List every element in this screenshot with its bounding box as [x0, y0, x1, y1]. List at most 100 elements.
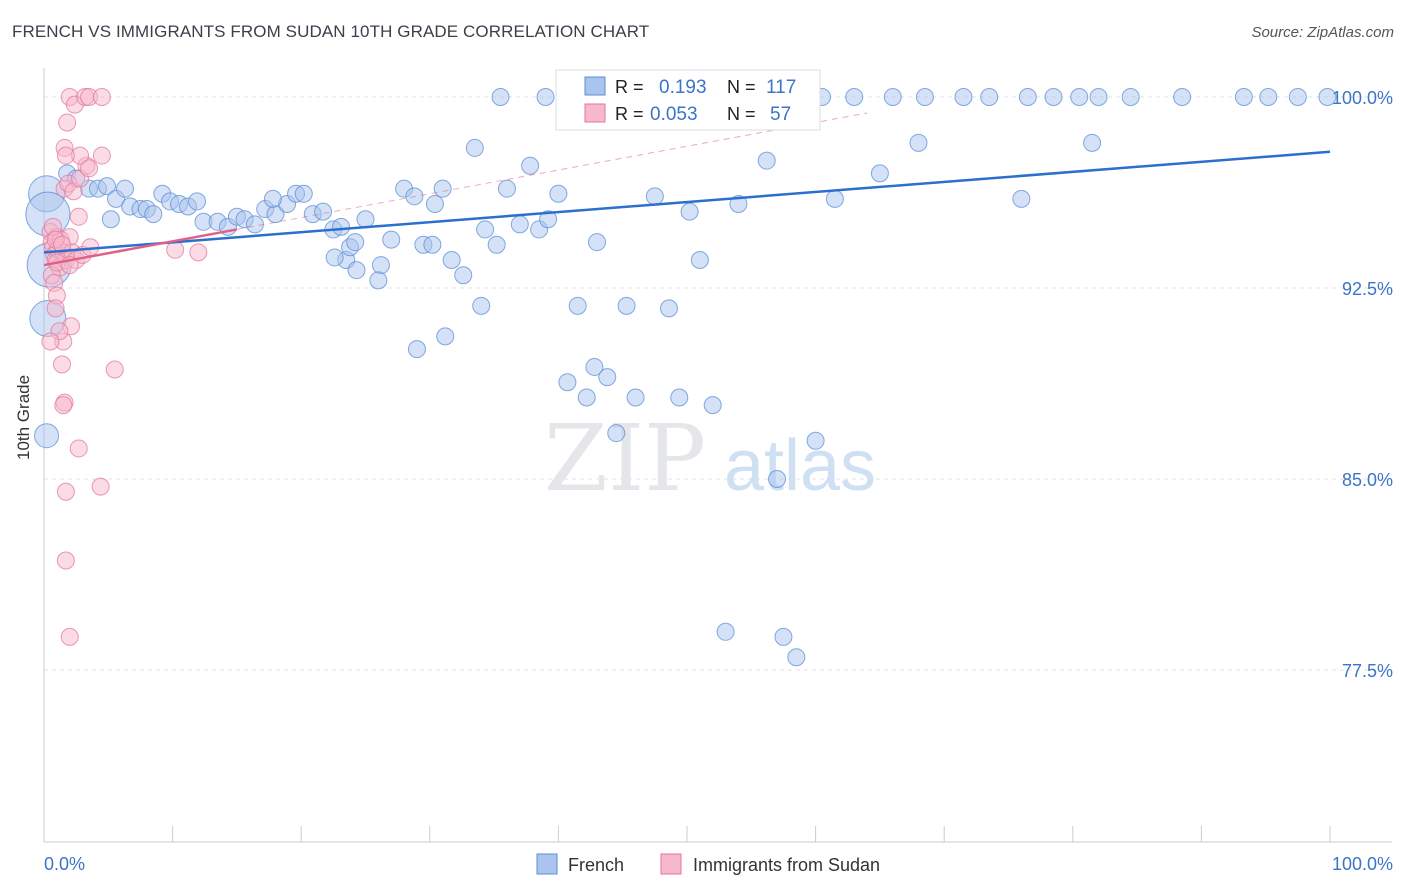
- french-point-91: [536, 88, 555, 106]
- french-point-60: [587, 233, 606, 252]
- french-point-106: [954, 88, 973, 106]
- french-point-114: [1234, 88, 1253, 106]
- legend-french-swatch: [536, 853, 558, 875]
- grid-lines: [44, 96, 1392, 671]
- stats-box: R = 0.193 N = 117 R = 0.053 N = 57: [555, 69, 821, 131]
- french-point-73: [757, 151, 776, 170]
- french-point-83: [346, 233, 365, 252]
- french-trend-line: [43, 150, 1331, 254]
- french-point-107: [980, 88, 999, 106]
- french-point-75: [774, 627, 793, 646]
- french-point-112: [1121, 88, 1140, 106]
- french-point-76: [787, 648, 806, 667]
- french-point-110: [1070, 88, 1089, 106]
- french-point-121: [263, 189, 282, 208]
- series-sudan: [41, 88, 208, 646]
- sudan-point-28: [58, 113, 77, 132]
- sudan-point-36: [166, 240, 185, 259]
- sudan-point-46: [91, 477, 110, 496]
- french-point-46: [442, 250, 461, 269]
- sudan-point-48: [60, 627, 79, 646]
- x-tick-labels: 0.0% 100.0%: [44, 854, 1393, 874]
- trend-lines: [43, 112, 1331, 267]
- french-point-40: [382, 230, 401, 249]
- french-point-58: [568, 296, 587, 315]
- french-point-66: [659, 299, 678, 318]
- stats-french-swatch: [584, 76, 606, 96]
- sudan-point-56: [41, 332, 60, 351]
- french-point-79: [870, 164, 889, 183]
- sudan-trend-extension: [236, 112, 868, 230]
- stats-french-n-value: 117: [766, 77, 796, 98]
- stats-sudan-swatch: [584, 103, 606, 123]
- stats-french-n-label: N =: [727, 77, 756, 97]
- french-point-120: [425, 194, 444, 213]
- y-tick-label-3: 77.5%: [1342, 661, 1393, 681]
- french-point-34: [314, 202, 333, 221]
- french-point-67: [670, 388, 689, 407]
- french-point-103: [845, 88, 864, 106]
- sudan-point-53: [53, 235, 72, 254]
- legend-sudan-swatch: [660, 853, 682, 875]
- french-point-78: [825, 189, 844, 208]
- chart-title: FRENCH VS IMMIGRANTS FROM SUDAN 10TH GRA…: [12, 22, 650, 41]
- french-point-55: [539, 210, 558, 229]
- french-point-89: [585, 357, 604, 376]
- french-point-80: [909, 133, 928, 152]
- sudan-point-27: [80, 159, 99, 178]
- sudan-point-23: [92, 146, 111, 165]
- french-point-11: [116, 179, 135, 198]
- legend-sudan-label: Immigrants from Sudan: [693, 855, 880, 875]
- sudan-point-44: [69, 439, 88, 458]
- y-tick-label-0: 100.0%: [1332, 88, 1393, 108]
- french-point-21: [188, 192, 207, 211]
- french-point-56: [549, 184, 568, 203]
- sudan-point-45: [56, 482, 75, 501]
- french-point-116: [1288, 88, 1307, 106]
- french-point-84: [325, 248, 344, 267]
- french-point-62: [607, 424, 626, 443]
- sudan-point-37: [189, 243, 208, 262]
- sudan-point-47: [56, 551, 75, 570]
- french-point-61: [598, 368, 617, 387]
- french-point-12: [101, 210, 120, 229]
- french-point-16: [144, 205, 163, 224]
- stats-sudan-n-label: N =: [727, 104, 756, 124]
- french-point-9: [98, 177, 117, 196]
- french-point-52: [510, 215, 529, 234]
- french-point-45: [433, 179, 452, 198]
- french-point-38: [356, 210, 375, 229]
- french-point-85: [369, 271, 388, 290]
- french-point-27: [245, 215, 264, 234]
- legend-french-label: French: [568, 855, 624, 875]
- french-point-88: [472, 296, 491, 315]
- french-point-49: [476, 220, 495, 239]
- watermark: ZIP atlas: [544, 405, 876, 512]
- sudan-point-49: [105, 360, 124, 379]
- french-point-104: [883, 88, 902, 106]
- x-tick-label-1: 100.0%: [1332, 854, 1393, 874]
- y-tick-label-1: 92.5%: [1342, 279, 1393, 299]
- axes: [43, 68, 1392, 843]
- stats-french-r-value: 0.193: [659, 77, 707, 98]
- french-point-39: [371, 256, 390, 275]
- french-point-113: [1173, 88, 1192, 106]
- legend: French Immigrants from Sudan: [536, 853, 880, 875]
- source-credit: Source: ZipAtlas.com: [1251, 24, 1394, 41]
- y-tick-labels: 100.0% 92.5% 85.0% 77.5%: [1332, 88, 1393, 681]
- french-point-109: [1044, 88, 1063, 106]
- french-point-71: [716, 622, 735, 641]
- sudan-point-33: [92, 88, 111, 106]
- french-point-74: [768, 470, 787, 488]
- french-point-70: [703, 396, 722, 415]
- french-point-117: [1318, 88, 1337, 106]
- french-point-119: [1083, 133, 1102, 152]
- french-point-63: [617, 296, 636, 315]
- french-point-115: [1259, 88, 1278, 106]
- french-point-86: [407, 340, 426, 359]
- french-point-53: [521, 156, 540, 175]
- y-tick-label-2: 85.0%: [1342, 470, 1393, 490]
- stats-french-r-label: R =: [615, 77, 644, 97]
- french-point-81: [332, 217, 351, 236]
- sudan-point-41: [53, 355, 72, 374]
